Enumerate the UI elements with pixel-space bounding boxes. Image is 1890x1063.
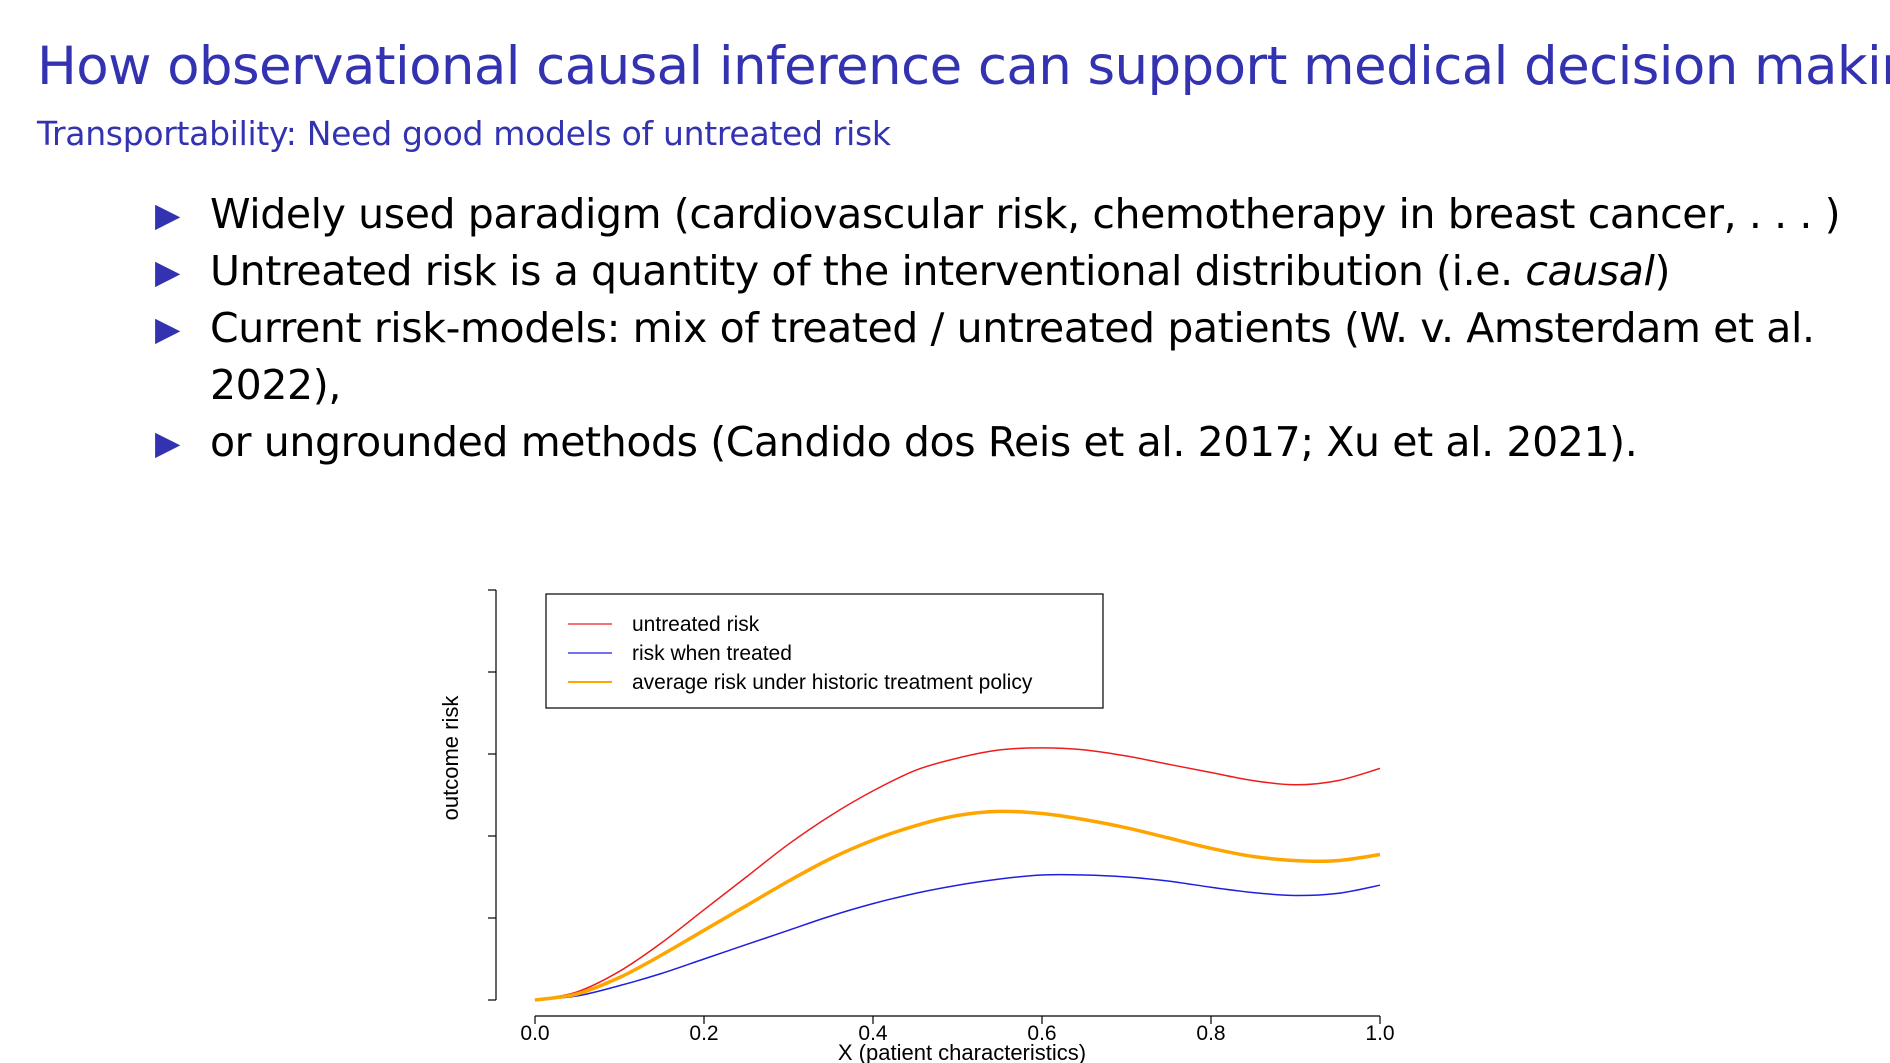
legend-label: risk when treated: [632, 642, 792, 665]
x-tick-label: 0.4: [858, 1022, 888, 1045]
legend-box: [545, 593, 1104, 709]
series-line: [534, 809, 1381, 1002]
bullet-text: Widely used paradigm (cardiovascular ris…: [210, 190, 1841, 238]
chart-series: [534, 747, 1381, 1002]
bullet-item: ▶ or ungrounded methods (Candido dos Rei…: [155, 414, 1855, 471]
x-tick-label: 0.6: [1027, 1022, 1056, 1045]
triangle-right-icon: ▶: [155, 252, 180, 291]
bullet-item: ▶ Untreated risk is a quantity of the in…: [155, 243, 1855, 300]
x-tick-label: 0.0: [520, 1022, 549, 1045]
triangle-right-icon: ▶: [155, 195, 180, 234]
bullet-list: ▶ Widely used paradigm (cardiovascular r…: [155, 186, 1855, 471]
x-axis-label: X (patient characteristics): [838, 1040, 1086, 1063]
chart-legend: untreated risk risk when treated average r…: [545, 593, 1104, 709]
bullet-text-end: ): [1654, 247, 1671, 295]
legend-label: average risk under historic treatment po…: [632, 671, 1033, 694]
bullet-text: Current risk-models: mix of treated / un…: [210, 304, 1815, 409]
bullet-text: or ungrounded methods (Candido dos Reis …: [210, 418, 1638, 466]
legend-label: untreated risk: [632, 613, 760, 636]
bullet-text: Untreated risk is a quantity of the inte…: [210, 247, 1526, 295]
slide-subtitle: Transportability: Need good models of un…: [37, 114, 891, 153]
bullet-item: ▶ Widely used paradigm (cardiovascular r…: [155, 186, 1855, 243]
chart-axes: [495, 590, 1380, 1017]
triangle-right-icon: ▶: [155, 309, 180, 348]
series-line: [534, 747, 1381, 1001]
y-axis-label: outcome risk: [438, 695, 463, 821]
series-line: [534, 873, 1381, 1001]
bullet-emphasis: causal: [1525, 247, 1655, 295]
bullet-item: ▶ Current risk-models: mix of treated / …: [155, 300, 1855, 414]
x-tick-label: 1.0: [1365, 1022, 1394, 1045]
x-tick-label: 0.2: [689, 1022, 718, 1045]
triangle-right-icon: ▶: [155, 423, 180, 462]
chart-ticks: 0.0 0.2 0.4 0.6 0.8 1.0: [488, 589, 1395, 1045]
x-tick-label: 0.8: [1196, 1022, 1225, 1045]
slide-title: How observational causal inference can s…: [37, 36, 1890, 97]
